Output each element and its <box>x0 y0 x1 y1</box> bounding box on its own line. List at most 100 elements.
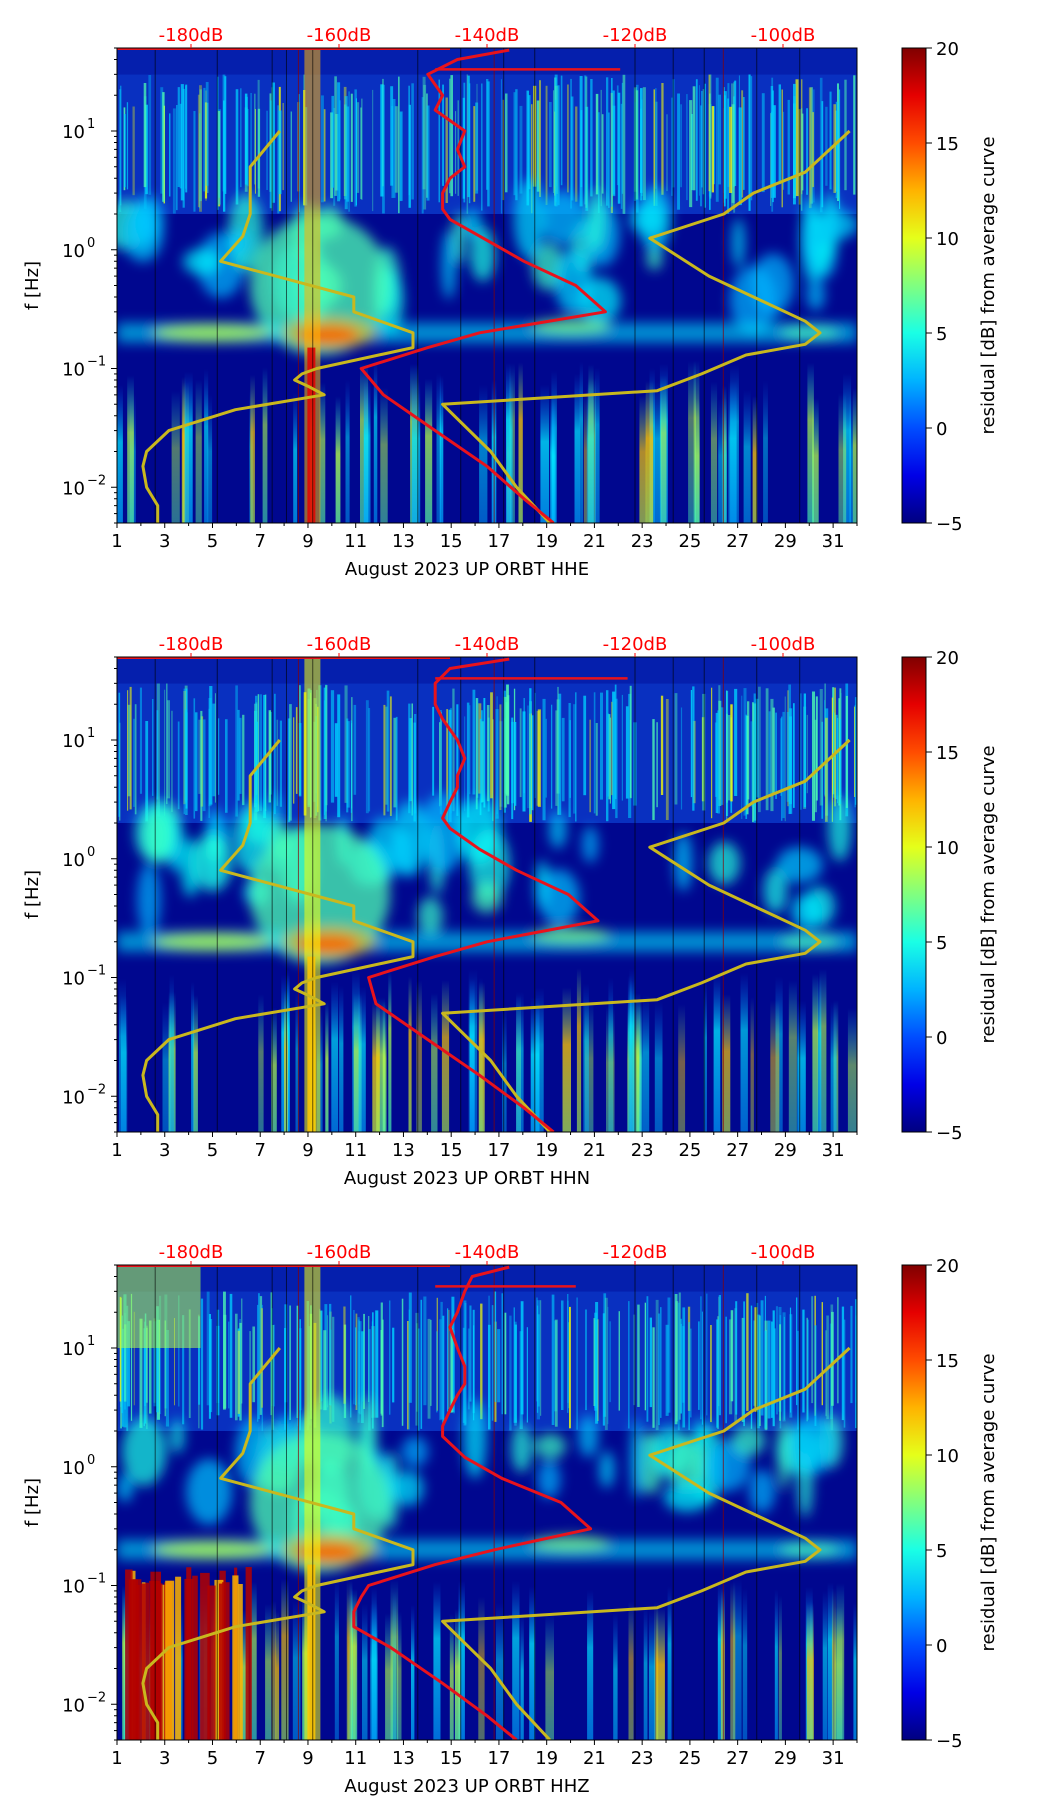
hf-streak <box>642 87 646 201</box>
x-tick-label: 9 <box>302 1748 313 1769</box>
hf-streak <box>490 692 493 799</box>
hf-streak <box>282 103 284 191</box>
hf-streak <box>353 1310 355 1405</box>
hf-streak <box>209 1319 213 1413</box>
hf-streak <box>331 95 334 188</box>
hf-streak <box>360 107 362 200</box>
hf-streak <box>504 1312 507 1415</box>
hf-streak <box>130 1293 133 1421</box>
x-tick-label: 9 <box>302 1140 313 1161</box>
hf-streak <box>706 1293 708 1416</box>
lf-streak <box>416 980 422 1132</box>
hf-streak <box>850 1305 853 1404</box>
hf-streak <box>734 688 738 796</box>
lf-streak <box>579 361 583 523</box>
hf-streak <box>355 1313 358 1410</box>
hf-streak <box>746 1293 749 1411</box>
db-tick-label: -100dB <box>751 25 816 46</box>
hf-streak <box>671 97 673 196</box>
curve-high-noise-model <box>441 129 851 523</box>
hf-streak <box>761 93 765 193</box>
hf-streak <box>124 1312 126 1410</box>
mid-blob <box>227 228 252 257</box>
x-tick-label: 31 <box>822 1748 845 1769</box>
hf-streak <box>686 94 688 201</box>
hf-streak <box>824 700 826 795</box>
hf-streak <box>208 698 212 807</box>
mid-blob <box>134 196 164 242</box>
hf-streak <box>274 693 276 815</box>
lf-streak <box>516 991 524 1132</box>
hf-streak <box>185 688 188 809</box>
hf-streak <box>337 82 341 202</box>
hf-streak <box>692 86 696 191</box>
hf-streak <box>382 84 385 214</box>
lf-streak <box>812 398 819 523</box>
hf-streak <box>245 96 248 186</box>
hf-streak <box>337 694 341 818</box>
hf-streak <box>797 1330 799 1430</box>
x-tick-label: 11 <box>344 1748 367 1769</box>
hf-streak <box>449 78 451 194</box>
hf-streak <box>481 83 483 211</box>
hf-streak <box>480 1303 483 1420</box>
colorbar-tick-label: 15 <box>936 743 959 764</box>
hf-streak <box>353 704 357 795</box>
hf-streak <box>392 1327 395 1403</box>
hf-streak <box>838 698 840 806</box>
lf-streak <box>688 360 696 523</box>
hf-streak <box>235 1313 238 1421</box>
mid-blob <box>538 869 580 927</box>
hf-streak <box>723 91 727 199</box>
hf-streak <box>800 693 802 810</box>
hf-streak <box>750 1305 753 1429</box>
hf-streak <box>561 1300 564 1410</box>
hf-streak <box>743 97 745 190</box>
hf-streak <box>781 716 783 821</box>
microseism-blob <box>530 1535 611 1552</box>
hf-streak <box>752 702 754 823</box>
hf-streak <box>327 1315 329 1408</box>
hf-streak <box>343 1324 347 1418</box>
lf-streak <box>331 981 339 1132</box>
hf-streak <box>617 92 621 204</box>
hf-streak <box>228 1321 230 1409</box>
hf-streak <box>323 1330 327 1411</box>
hf-streak <box>389 1300 391 1415</box>
lf-streak <box>169 974 174 1132</box>
hf-streak <box>607 713 610 797</box>
hf-streak <box>718 1296 720 1407</box>
microseism-blob <box>152 1540 273 1559</box>
mid-blob <box>791 893 823 930</box>
hf-streak <box>287 718 291 823</box>
hf-streak <box>358 1319 360 1413</box>
hf-streak <box>770 113 772 206</box>
hf-streak <box>784 696 786 822</box>
hf-streak <box>537 1314 540 1407</box>
lf-streak <box>412 381 421 523</box>
hf-streak <box>145 721 149 822</box>
hf-streak <box>831 1311 834 1406</box>
hf-streak <box>801 108 803 211</box>
hf-streak <box>506 684 509 796</box>
hf-streak <box>536 1300 540 1420</box>
hf-streak <box>551 1294 555 1425</box>
hf-streak <box>258 1293 260 1420</box>
hf-streak <box>468 83 471 204</box>
hf-streak <box>469 705 471 795</box>
hf-streak <box>781 89 783 208</box>
hf-streak <box>528 95 531 190</box>
hf-streak <box>545 718 547 798</box>
y-tick-label: 10 <box>62 360 85 381</box>
colorbar-tick-label: 0 <box>936 419 947 440</box>
x-tick-label: 11 <box>344 1140 367 1161</box>
hf-streak <box>334 76 337 196</box>
lf-streak <box>733 1578 742 1740</box>
lf-streak <box>763 380 768 523</box>
hf-streak <box>298 94 300 213</box>
hf-streak <box>241 1298 243 1404</box>
hf-streak <box>597 112 600 213</box>
hf-streak <box>421 97 424 214</box>
lf-streak <box>478 1596 485 1740</box>
